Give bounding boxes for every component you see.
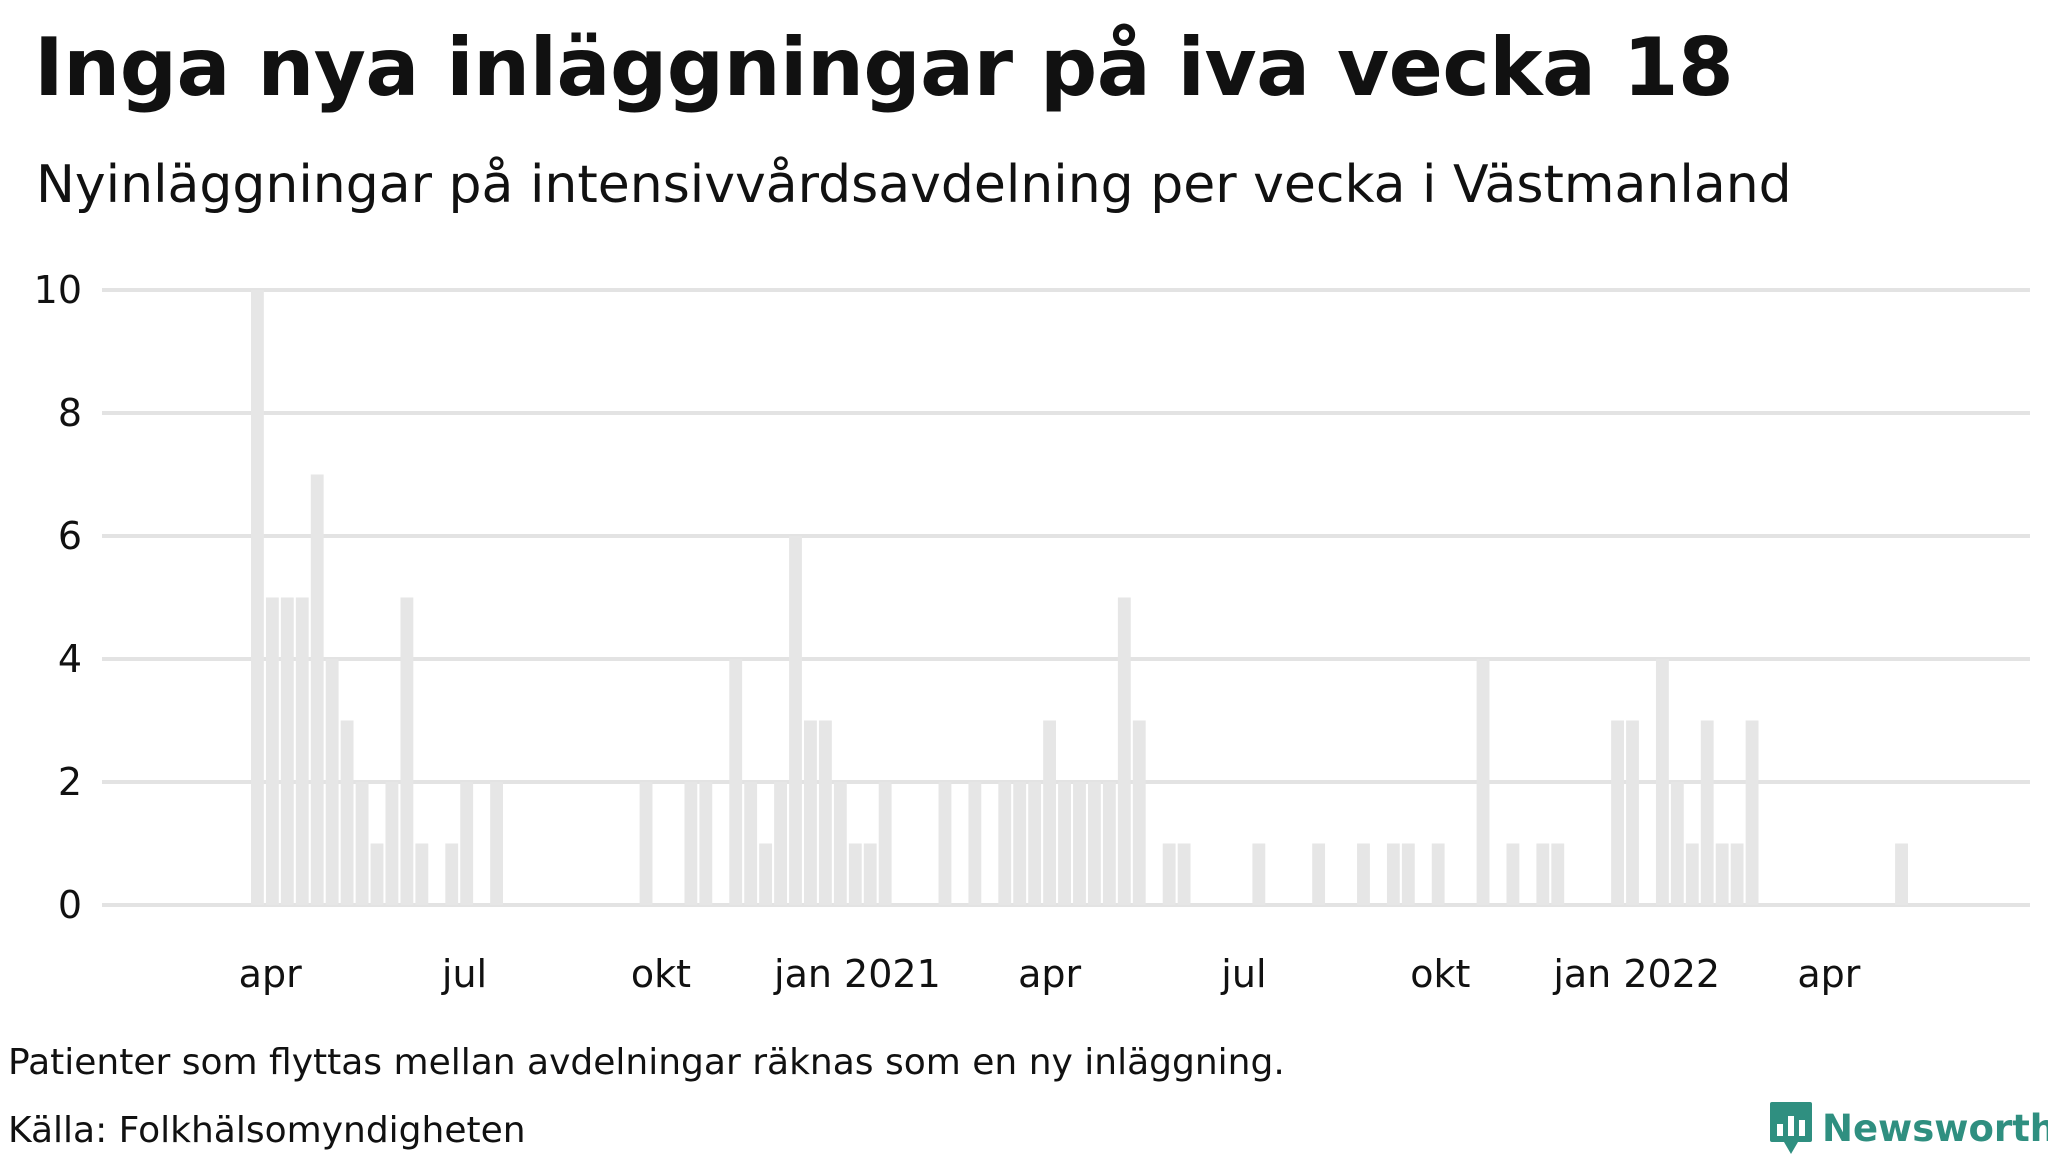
bar [415, 843, 429, 905]
bar [1536, 843, 1550, 905]
bar [1685, 843, 1699, 905]
x-tick-label: apr [1018, 952, 1081, 996]
bar [1177, 843, 1191, 905]
bar [1117, 597, 1131, 905]
y-tick-label: 2 [58, 760, 82, 804]
footnote: Patienter som flyttas mellan avdelningar… [8, 1042, 1285, 1083]
bar [460, 782, 474, 905]
bar [1431, 843, 1445, 905]
bar [759, 843, 773, 905]
bar [1028, 782, 1042, 905]
bar [1058, 782, 1071, 905]
bars [251, 290, 1908, 905]
bar [385, 782, 399, 905]
bar [1700, 720, 1714, 905]
x-tick-label: okt [631, 952, 691, 996]
bar [774, 782, 787, 905]
bar [1670, 782, 1684, 905]
bar [848, 843, 862, 905]
weekly-icu-admissions-chart: 0 2 4 6 8 10 apr jul okt jan 2021 apr jul okt jan 20… [34, 268, 2030, 996]
x-tick-label: jan 2021 [773, 952, 941, 996]
y-tick-label: 10 [34, 268, 82, 312]
x-tick-label: jan 2022 [1552, 952, 1720, 996]
bar [789, 536, 802, 905]
bar [833, 782, 847, 905]
bar [400, 597, 414, 905]
bar [1476, 659, 1490, 905]
bar [1132, 720, 1146, 905]
bar [1043, 720, 1057, 905]
bar [1895, 843, 1908, 905]
bar [998, 782, 1012, 905]
bar [1162, 843, 1176, 905]
bar [1551, 843, 1565, 905]
chart-subtitle: Nyinläggningar på intensivvårdsavdelning… [36, 155, 1792, 215]
bar [863, 843, 877, 905]
bar [355, 782, 369, 905]
newsworthy-logo: Newsworthy [1768, 1100, 2048, 1156]
bar [295, 597, 309, 905]
bar [265, 597, 279, 905]
y-tick-label: 4 [58, 637, 82, 681]
y-axis: 0 2 4 6 8 10 [34, 268, 82, 927]
bar [1626, 720, 1639, 905]
bar [1611, 720, 1624, 905]
y-tick-label: 0 [58, 883, 82, 927]
bar [818, 720, 832, 905]
bar [699, 782, 713, 905]
bar [310, 474, 324, 905]
bar [1357, 843, 1370, 905]
bar [1312, 843, 1326, 905]
bar [1252, 843, 1266, 905]
bar [1013, 782, 1027, 905]
x-tick-label: okt [1410, 952, 1470, 996]
bar [370, 843, 384, 905]
bar [490, 782, 503, 905]
bar [251, 290, 264, 905]
x-axis: apr jul okt jan 2021 apr jul okt jan 2022 apr [239, 952, 1861, 996]
bar [968, 782, 982, 905]
bar [340, 720, 354, 905]
bar [445, 843, 459, 905]
bar [1715, 843, 1729, 905]
x-tick-label: apr [1797, 952, 1860, 996]
y-tick-label: 6 [58, 514, 82, 558]
chart-title: Inga nya inläggningar på iva vecka 18 [34, 21, 1734, 114]
x-tick-label: jul [441, 952, 487, 996]
bar [684, 782, 698, 905]
bar [1745, 720, 1759, 905]
bar [1102, 782, 1116, 905]
bar [1401, 843, 1415, 905]
bar [1655, 659, 1669, 905]
bar [744, 782, 758, 905]
bar [1088, 782, 1101, 905]
bar [804, 720, 817, 905]
bar [938, 782, 952, 905]
bar [1730, 843, 1744, 905]
bar [1073, 782, 1086, 905]
bar [280, 597, 294, 905]
x-tick-label: apr [239, 952, 302, 996]
bar [878, 782, 892, 905]
bar-chart-bubble-icon [1770, 1102, 1812, 1154]
y-tick-label: 8 [58, 391, 82, 435]
source-credit: Källa: Folkhälsomyndigheten [8, 1110, 526, 1151]
bar [325, 659, 339, 905]
x-tick-label: jul [1220, 952, 1266, 996]
brand-name: Newsworthy [1822, 1106, 2048, 1150]
bar [729, 659, 743, 905]
bar [639, 782, 653, 905]
bar [1506, 843, 1520, 905]
bar [1386, 843, 1400, 905]
